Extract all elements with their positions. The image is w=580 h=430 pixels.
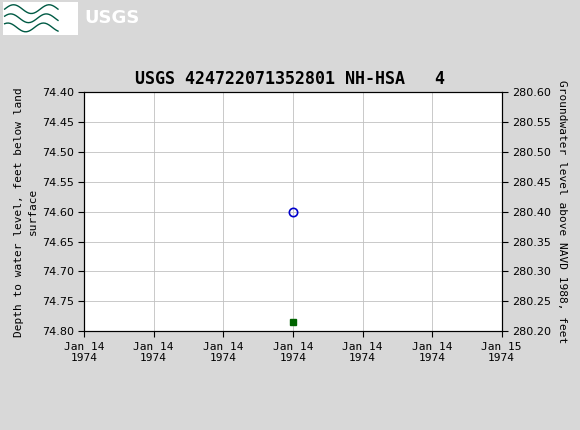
Text: USGS: USGS [84,9,139,27]
Y-axis label: Groundwater level above NAVD 1988, feet: Groundwater level above NAVD 1988, feet [557,80,567,344]
Text: USGS 424722071352801 NH-HSA   4: USGS 424722071352801 NH-HSA 4 [135,70,445,88]
FancyBboxPatch shape [3,2,78,35]
Y-axis label: Depth to water level, feet below land
surface: Depth to water level, feet below land su… [14,87,38,337]
